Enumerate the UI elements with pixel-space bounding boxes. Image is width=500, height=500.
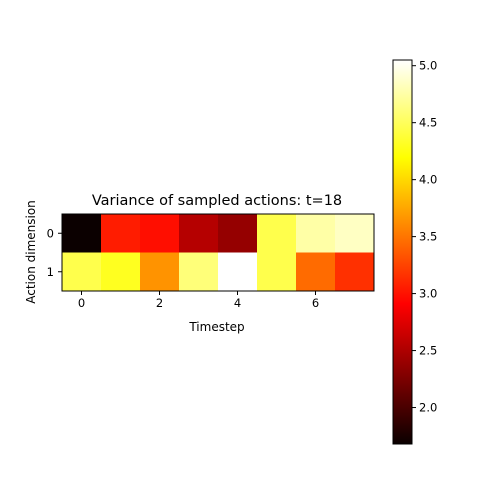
colorbar-tick-label: 5.0 (419, 59, 437, 73)
y-tick-label: 0 (47, 226, 54, 240)
plot-frame (61, 213, 375, 292)
x-tick-label: 4 (234, 296, 241, 310)
heatmap-cell (101, 252, 141, 292)
heatmap-cell (296, 252, 336, 292)
heatmap-cell (218, 214, 258, 253)
colorbar-tick-label: 2.0 (419, 401, 437, 415)
heatmap-cell (218, 252, 258, 292)
heatmap-cell (335, 214, 375, 253)
x-axis-ticks: 0 2 4 6 (78, 291, 319, 310)
x-tick-label: 2 (156, 296, 163, 310)
heatmap-cell (335, 252, 375, 292)
colorbar-tick-label: 3.0 (419, 287, 437, 301)
x-tick-label: 0 (78, 296, 85, 310)
heatmap-cell (179, 214, 219, 253)
colorbar-tick-label: 3.5 (419, 230, 437, 244)
heatmap-cells (62, 214, 375, 292)
heatmap-cell (62, 252, 102, 292)
colorbar-ticks: 2.0 2.5 3.0 3.5 4.0 4.5 5.0 (412, 59, 437, 415)
y-axis-label: Action dimension (24, 200, 38, 304)
heatmap-cell (257, 214, 297, 253)
heatmap-cell (179, 252, 219, 292)
chart-title: Variance of sampled actions: t=18 (92, 193, 342, 209)
colorbar-tick-label: 2.5 (419, 344, 437, 358)
x-axis-label: Timestep (188, 320, 244, 334)
heatmap-cell (296, 214, 336, 253)
heatmap-cell (140, 252, 180, 292)
colorbar (392, 59, 413, 445)
colorbar-tick-label: 4.5 (419, 116, 437, 130)
colorbar-tick-label: 4.0 (419, 173, 437, 187)
y-tick-label: 1 (47, 265, 54, 279)
heatmap-cell (62, 214, 102, 253)
heatmap-cell (257, 252, 297, 292)
heatmap-cell (140, 214, 180, 253)
y-axis-ticks: 01 (47, 226, 62, 279)
heatmap-cell (101, 214, 141, 253)
x-tick-label: 6 (312, 296, 319, 310)
